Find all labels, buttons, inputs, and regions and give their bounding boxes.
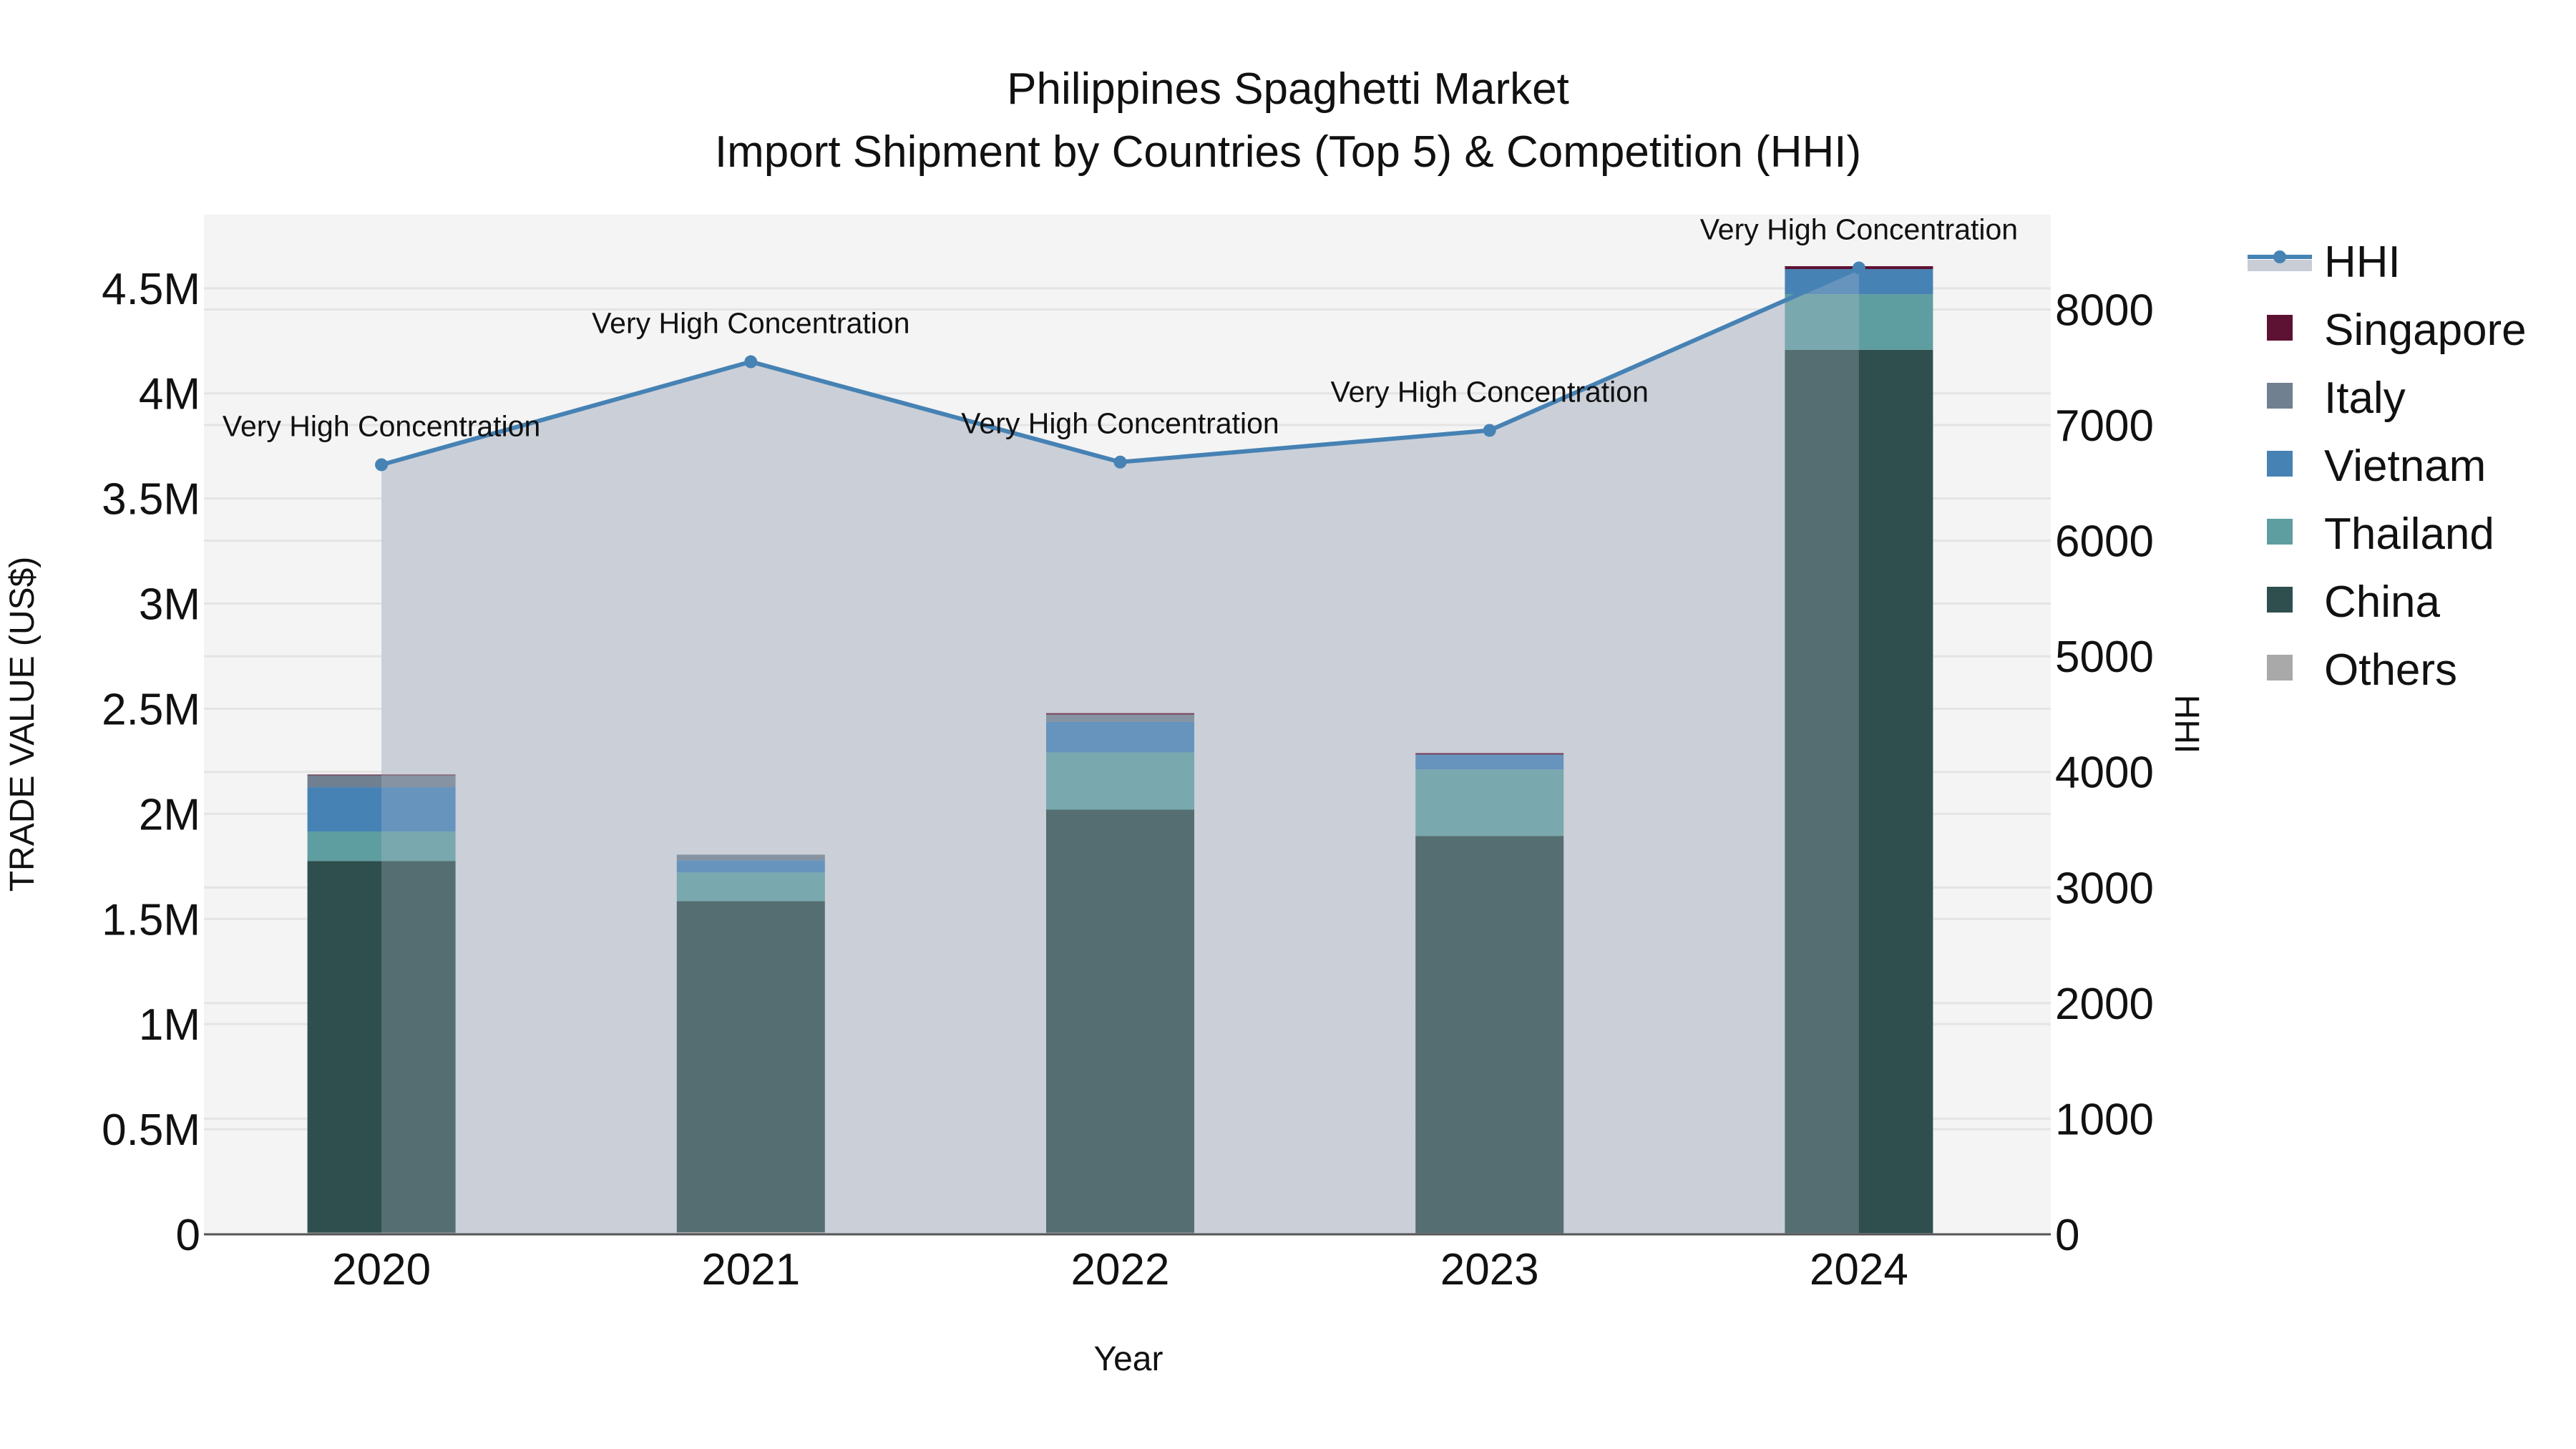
bar-segment-thailand[interactable]	[1785, 294, 1933, 350]
y2-axis-title: HHI	[2167, 695, 2205, 754]
legend-label: China	[2324, 577, 2441, 627]
stacked-bars	[307, 265, 1933, 1234]
hhi-annotation: Very High Concentration	[1330, 375, 1648, 408]
y2-tick-label: 2000	[2055, 980, 2154, 1029]
hhi-annotation: Very High Concentration	[592, 307, 909, 340]
y-tick-label: 3M	[139, 580, 200, 630]
hhi-annotation: Very High Concentration	[961, 407, 1279, 440]
y-axis-title: TRADE VALUE (US$)	[4, 557, 42, 892]
bar-2020[interactable]	[307, 774, 456, 1234]
legend-swatch-icon	[2267, 587, 2293, 613]
legend-label: Singapore	[2324, 306, 2527, 355]
bar-segment-thailand[interactable]	[1415, 769, 1564, 836]
x-axis-ticks: 2020 2021 2022 2023 2024	[332, 1245, 1908, 1294]
hhi-legend-marker-icon	[2273, 250, 2286, 263]
bar-segment-singapore[interactable]	[1046, 713, 1194, 715]
legend-item-thailand[interactable]: Thailand	[2267, 509, 2494, 559]
legend-item-china[interactable]: China	[2267, 577, 2441, 627]
bar-segment-vietnam[interactable]	[676, 860, 825, 873]
y2-tick-label: 4000	[2055, 748, 2154, 798]
bar-segment-china[interactable]	[1415, 836, 1564, 1234]
legend-label: Vietnam	[2324, 441, 2486, 491]
bar-segment-singapore[interactable]	[307, 774, 456, 776]
bar-segment-china[interactable]	[1046, 809, 1194, 1233]
bar-segment-italy[interactable]	[676, 854, 825, 861]
legend-label: Italy	[2324, 374, 2406, 423]
y2-axis-ticks: 0 1000 2000 3000 4000 5000 6000 7000 8000	[2055, 286, 2154, 1260]
y-tick-label: 2M	[139, 790, 200, 839]
legend-swatch-icon	[2267, 451, 2293, 477]
bar-2023[interactable]	[1415, 753, 1564, 1234]
y-tick-label: 2.5M	[102, 685, 200, 734]
bar-segment-vietnam[interactable]	[1046, 721, 1194, 753]
x-tick-label: 2020	[332, 1245, 431, 1294]
y2-tick-label: 7000	[2055, 401, 2154, 451]
legend-swatch-icon	[2267, 383, 2293, 409]
legend-item-singapore[interactable]: Singapore	[2267, 306, 2527, 355]
y-tick-label: 0.5M	[102, 1106, 200, 1155]
y-tick-label: 1.5M	[102, 895, 200, 945]
hhi-annotation: Very High Concentration	[223, 409, 540, 442]
legend: HHI Singapore Italy Vietnam Thailand China Oth…	[2248, 238, 2527, 695]
hhi-legend-fill-icon	[2248, 260, 2312, 271]
x-tick-label: 2024	[1810, 1245, 1908, 1294]
hhi-marker[interactable]	[1113, 455, 1127, 469]
legend-swatch-icon	[2267, 655, 2293, 680]
bar-segment-italy[interactable]	[307, 775, 456, 788]
bar-segment-singapore[interactable]	[1415, 753, 1564, 755]
hhi-marker[interactable]	[1852, 261, 1865, 275]
legend-swatch-icon	[2267, 315, 2293, 341]
bar-2022[interactable]	[1046, 713, 1194, 1234]
x-tick-label: 2022	[1071, 1245, 1170, 1294]
legend-item-vietnam[interactable]: Vietnam	[2267, 441, 2486, 491]
legend-item-others[interactable]: Others	[2267, 645, 2457, 695]
legend-label: Thailand	[2324, 509, 2494, 559]
x-tick-label: 2021	[701, 1245, 800, 1294]
y-tick-label: 0	[176, 1211, 200, 1260]
chart-subtitle: Import Shipment by Countries (Top 5) & C…	[715, 127, 1861, 177]
y2-tick-label: 1000	[2055, 1095, 2154, 1144]
chart-title: Philippines Spaghetti Market	[1007, 64, 1569, 114]
hhi-area-overlay	[381, 268, 1859, 1234]
hhi-marker[interactable]	[744, 355, 758, 369]
bar-segment-thailand[interactable]	[676, 872, 825, 902]
bar-2024[interactable]	[1785, 265, 1933, 1234]
legend-item-italy[interactable]: Italy	[2267, 374, 2406, 423]
y2-tick-label: 3000	[2055, 864, 2154, 913]
legend-swatch-icon	[2267, 519, 2293, 545]
legend-label: Others	[2324, 645, 2457, 695]
bar-segment-vietnam[interactable]	[1415, 754, 1564, 770]
y2-tick-label: 0	[2055, 1211, 2079, 1260]
legend-label: HHI	[2324, 238, 2401, 287]
bar-segment-italy[interactable]	[1046, 714, 1194, 722]
legend-item-hhi[interactable]: HHI	[2248, 238, 2401, 287]
y-tick-label: 4.5M	[102, 265, 200, 314]
bar-segment-china[interactable]	[676, 901, 825, 1233]
y2-tick-label: 6000	[2055, 517, 2154, 567]
y-tick-label: 4M	[139, 370, 200, 419]
bar-segment-china[interactable]	[307, 861, 456, 1233]
bar-2021[interactable]	[676, 854, 825, 1234]
hhi-annotations: Very High Concentration Very High Concent…	[223, 213, 2018, 442]
x-tick-label: 2023	[1440, 1245, 1539, 1294]
hhi-markers	[375, 261, 1865, 472]
bar-segment-china[interactable]	[1785, 349, 1933, 1234]
y-tick-label: 3.5M	[102, 475, 200, 525]
y-tick-label: 1M	[139, 1000, 200, 1050]
y2-tick-label: 8000	[2055, 286, 2154, 335]
hhi-annotation: Very High Concentration	[1700, 213, 2018, 245]
hhi-marker[interactable]	[375, 458, 389, 472]
bar-segment-thailand[interactable]	[1046, 752, 1194, 810]
hhi-marker[interactable]	[1483, 424, 1496, 437]
y-axis-ticks: 0 0.5M 1M 1.5M 2M 2.5M 3M 3.5M 4M 4.5M	[102, 265, 200, 1260]
bar-segment-vietnam[interactable]	[307, 787, 456, 832]
bar-segment-thailand[interactable]	[307, 831, 456, 862]
x-axis-title: Year	[1094, 1340, 1163, 1378]
y2-tick-label: 5000	[2055, 633, 2154, 682]
